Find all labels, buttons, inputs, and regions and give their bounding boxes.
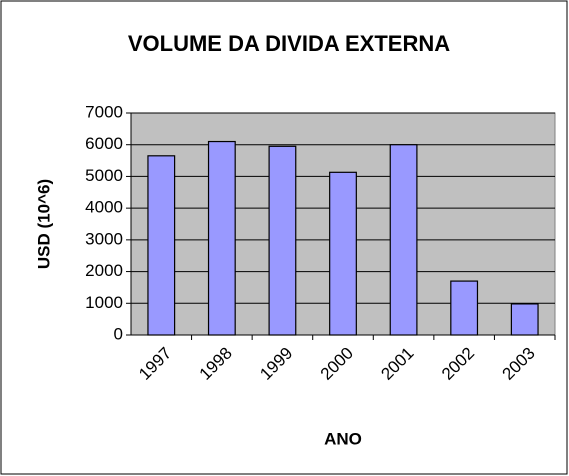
- y-tick-label: 6000: [85, 134, 123, 153]
- y-tick-label: 5000: [85, 166, 123, 185]
- chart-title: VOLUME DA DIVIDA EXTERNA: [128, 31, 450, 56]
- bar: [147, 155, 176, 336]
- bar: [207, 140, 236, 336]
- bar: [268, 145, 297, 336]
- y-tick-label: 0: [114, 324, 123, 343]
- y-tick-label: 1000: [85, 293, 123, 312]
- bar: [450, 280, 479, 336]
- x-axis-label: ANO: [324, 429, 362, 448]
- y-tick-label: 4000: [85, 198, 123, 217]
- bar: [329, 171, 357, 336]
- bar: [389, 144, 418, 336]
- y-tick-label: 3000: [85, 229, 123, 248]
- bar: [510, 303, 539, 336]
- y-axis-label: USD (10^6): [34, 179, 53, 269]
- y-tick-label: 2000: [85, 261, 123, 280]
- y-tick-label: 7000: [85, 102, 123, 121]
